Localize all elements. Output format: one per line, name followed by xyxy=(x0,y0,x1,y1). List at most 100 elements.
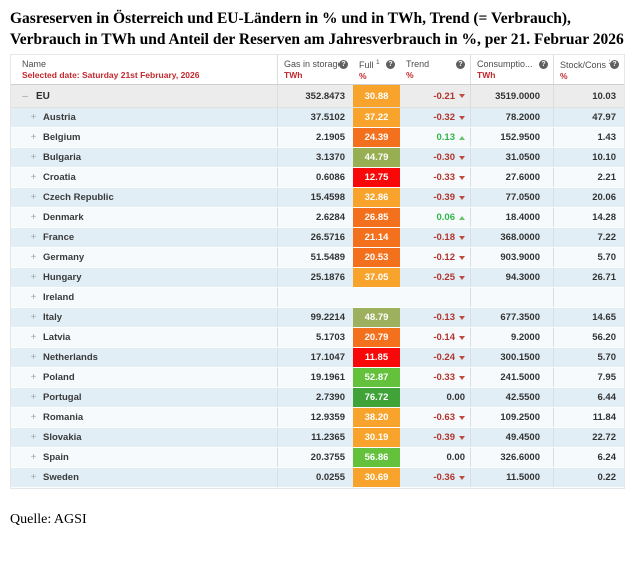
expand-icon[interactable]: + xyxy=(30,452,37,463)
trend-cell: -0.24 xyxy=(400,348,470,367)
table-row: + Poland 19.1961 52.87 -0.33 241.5000 7.95 xyxy=(11,368,624,388)
table-row: + Romania 12.9359 38.20 -0.63 109.2500 11.84 xyxy=(11,408,624,428)
full-badge: 26.85 xyxy=(353,208,400,227)
expand-icon[interactable]: + xyxy=(30,312,37,323)
expand-icon[interactable]: + xyxy=(30,432,37,443)
table-row: + Czech Republic 15.4598 32.86 -0.39 77.0500 2… xyxy=(11,188,624,208)
full-badge: 32.86 xyxy=(353,188,400,207)
expand-icon[interactable]: + xyxy=(30,412,37,423)
stock-cons-cell: 6.44 xyxy=(553,388,624,407)
expand-icon[interactable]: + xyxy=(30,352,37,363)
expand-icon[interactable]: + xyxy=(30,292,37,303)
row-name-cell: + Romania xyxy=(11,408,277,427)
trend-down-icon xyxy=(459,195,465,200)
trend-unit: % xyxy=(406,70,414,80)
table-row: + Italy 99.2214 48.79 -0.13 677.3500 14.65 xyxy=(11,308,624,328)
trend-value: -0.24 xyxy=(433,352,455,363)
full-cell: 32.86 xyxy=(353,188,400,207)
consumption-cell: 78.2000 xyxy=(470,108,553,127)
trend-value: -0.39 xyxy=(433,432,455,443)
help-icon[interactable]: ? xyxy=(456,59,465,69)
consumption-cell: 903.9000 xyxy=(470,248,553,267)
stock-cons-cell: 56.20 xyxy=(553,328,624,347)
row-name-cell: + Spain xyxy=(11,448,277,467)
stock-cons-cell: 7.22 xyxy=(553,228,624,247)
trend-cell: -0.63 xyxy=(400,408,470,427)
table-row: + Hungary 25.1876 37.05 -0.25 94.3000 26.71 xyxy=(11,268,624,288)
full-badge: 37.05 xyxy=(353,268,400,287)
full-badge: 52.87 xyxy=(353,368,400,387)
stock-cons-cell: 5.70 xyxy=(553,348,624,367)
consumption-unit: TWh xyxy=(477,70,496,80)
gas-in-storage-cell: 0.0255 xyxy=(277,468,353,487)
trend-cell: -0.12 xyxy=(400,248,470,267)
help-icon[interactable]: ? xyxy=(610,59,619,69)
trend-down-icon xyxy=(459,435,465,440)
full-badge: 44.79 xyxy=(353,148,400,167)
row-name-cell: + Ireland xyxy=(11,288,277,307)
expand-icon[interactable]: + xyxy=(30,392,37,403)
consumption-cell: 27.6000 xyxy=(470,168,553,187)
expand-icon[interactable]: + xyxy=(30,232,37,243)
consumption-cell: 109.2500 xyxy=(470,408,553,427)
name-column-label: Name xyxy=(22,59,47,69)
country-name: Italy xyxy=(43,312,63,323)
stock-cons-cell: 20.06 xyxy=(553,188,624,207)
stock-cons-cell: 7.95 xyxy=(553,368,624,387)
table-row: + Slovakia 11.2365 30.19 -0.39 49.4500 22.72 xyxy=(11,428,624,448)
collapse-icon[interactable]: – xyxy=(22,90,28,102)
trend-down-icon xyxy=(459,235,465,240)
table-row: + France 26.5716 21.14 -0.18 368.0000 7.22 xyxy=(11,228,624,248)
expand-icon[interactable]: + xyxy=(30,152,37,163)
trend-down-icon xyxy=(459,335,465,340)
expand-icon[interactable]: + xyxy=(30,132,37,143)
expand-icon[interactable]: + xyxy=(30,332,37,343)
consumption-cell: 3519.0000 xyxy=(470,85,553,107)
gas-in-storage-cell: 25.1876 xyxy=(277,268,353,287)
row-name-cell: + Denmark xyxy=(11,208,277,227)
trend-cell: -0.14 xyxy=(400,328,470,347)
trend-value: 0.06 xyxy=(436,212,456,223)
gas-in-storage-cell: 37.5102 xyxy=(277,108,353,127)
consumption-cell: 152.9500 xyxy=(470,128,553,147)
gas-in-storage-cell: 26.5716 xyxy=(277,228,353,247)
full-cell: 38.20 xyxy=(353,408,400,427)
help-icon[interactable]: ? xyxy=(539,59,548,69)
help-icon[interactable]: ? xyxy=(339,59,348,69)
trend-cell: 0.06 xyxy=(400,208,470,227)
full-cell: 56.86 xyxy=(353,448,400,467)
full-cell: 76.72 xyxy=(353,388,400,407)
full-cell: 30.19 xyxy=(353,428,400,447)
gas-in-storage-unit: TWh xyxy=(284,70,303,80)
row-name-cell: + Portugal xyxy=(11,388,277,407)
expand-icon[interactable]: + xyxy=(30,172,37,183)
expand-icon[interactable]: + xyxy=(30,372,37,383)
expand-icon[interactable]: + xyxy=(30,212,37,223)
expand-icon[interactable]: + xyxy=(30,472,37,483)
consumption-cell: 11.5000 xyxy=(470,468,553,487)
row-name-cell: + Germany xyxy=(11,248,277,267)
country-name: Bulgaria xyxy=(43,152,82,163)
expand-icon[interactable]: + xyxy=(30,252,37,263)
row-name-cell: + France xyxy=(11,228,277,247)
full-cell: 12.75 xyxy=(353,168,400,187)
consumption-cell: 77.0500 xyxy=(470,188,553,207)
country-name: EU xyxy=(36,90,50,102)
row-name-cell: + Slovakia xyxy=(11,428,277,447)
country-name: Austria xyxy=(43,112,76,123)
trend-down-icon xyxy=(459,375,465,380)
gas-in-storage-cell: 0.6086 xyxy=(277,168,353,187)
column-header-trend: Trend ? % xyxy=(400,55,470,84)
stock-cons-cell: 47.97 xyxy=(553,108,624,127)
country-name: Latvia xyxy=(43,332,71,343)
consumption-cell: 42.5500 xyxy=(470,388,553,407)
full-badge: 20.53 xyxy=(353,248,400,267)
table-row: + Ireland xyxy=(11,288,624,308)
full-cell: 37.05 xyxy=(353,268,400,287)
expand-icon[interactable]: + xyxy=(30,112,37,123)
expand-icon[interactable]: + xyxy=(30,192,37,203)
help-icon[interactable]: ? xyxy=(386,59,395,69)
trend-down-icon xyxy=(459,355,465,360)
expand-icon[interactable]: + xyxy=(30,272,37,283)
country-name: France xyxy=(43,232,75,243)
